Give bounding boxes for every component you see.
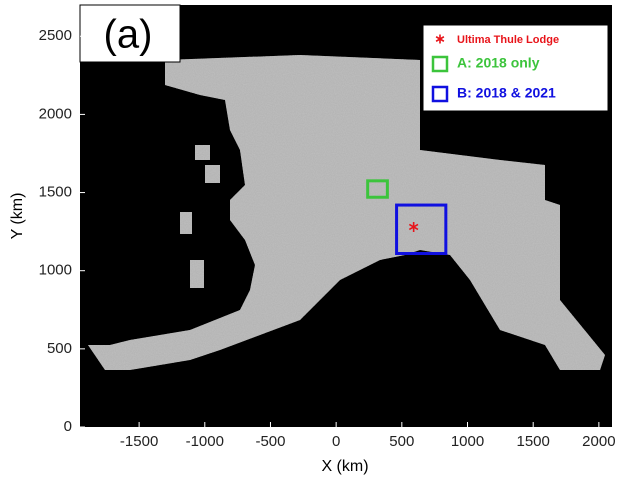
site-marker	[408, 221, 419, 232]
panel-label-box	[79, 4, 181, 63]
y-tick-label: 1000	[39, 262, 72, 279]
legend-box	[422, 24, 609, 112]
y-axis-label: Y (km)	[9, 193, 26, 240]
region-box	[366, 179, 389, 199]
legend-star	[435, 34, 445, 44]
y-tick-label: 2500	[39, 27, 72, 44]
x-tick-label: 0	[332, 433, 340, 450]
legend-label: A: 2018 only	[457, 55, 540, 71]
y-tick-label: 2000	[39, 105, 72, 122]
y-tick-label: 1500	[39, 184, 72, 201]
legend-swatch	[431, 85, 449, 103]
x-tick-label: 1000	[451, 433, 484, 450]
legend-label: Ultima Thule Lodge	[457, 34, 559, 46]
x-tick-label: 500	[389, 433, 414, 450]
panel-label: (a)	[104, 13, 153, 57]
x-tick-label: 1500	[516, 433, 549, 450]
insar-raster	[88, 55, 605, 370]
x-tick-label: -1000	[186, 433, 224, 450]
y-tick-label: 500	[47, 340, 72, 357]
legend-label: B: 2018 & 2021	[457, 85, 556, 101]
legend-swatch	[431, 55, 449, 73]
x-tick-label: -500	[255, 433, 285, 450]
region-box	[395, 203, 448, 256]
x-tick-label: -1500	[120, 433, 158, 450]
y-tick-label: 0	[64, 418, 72, 435]
x-tick-label: 2000	[582, 433, 615, 450]
x-axis-label: X (km)	[321, 458, 368, 475]
